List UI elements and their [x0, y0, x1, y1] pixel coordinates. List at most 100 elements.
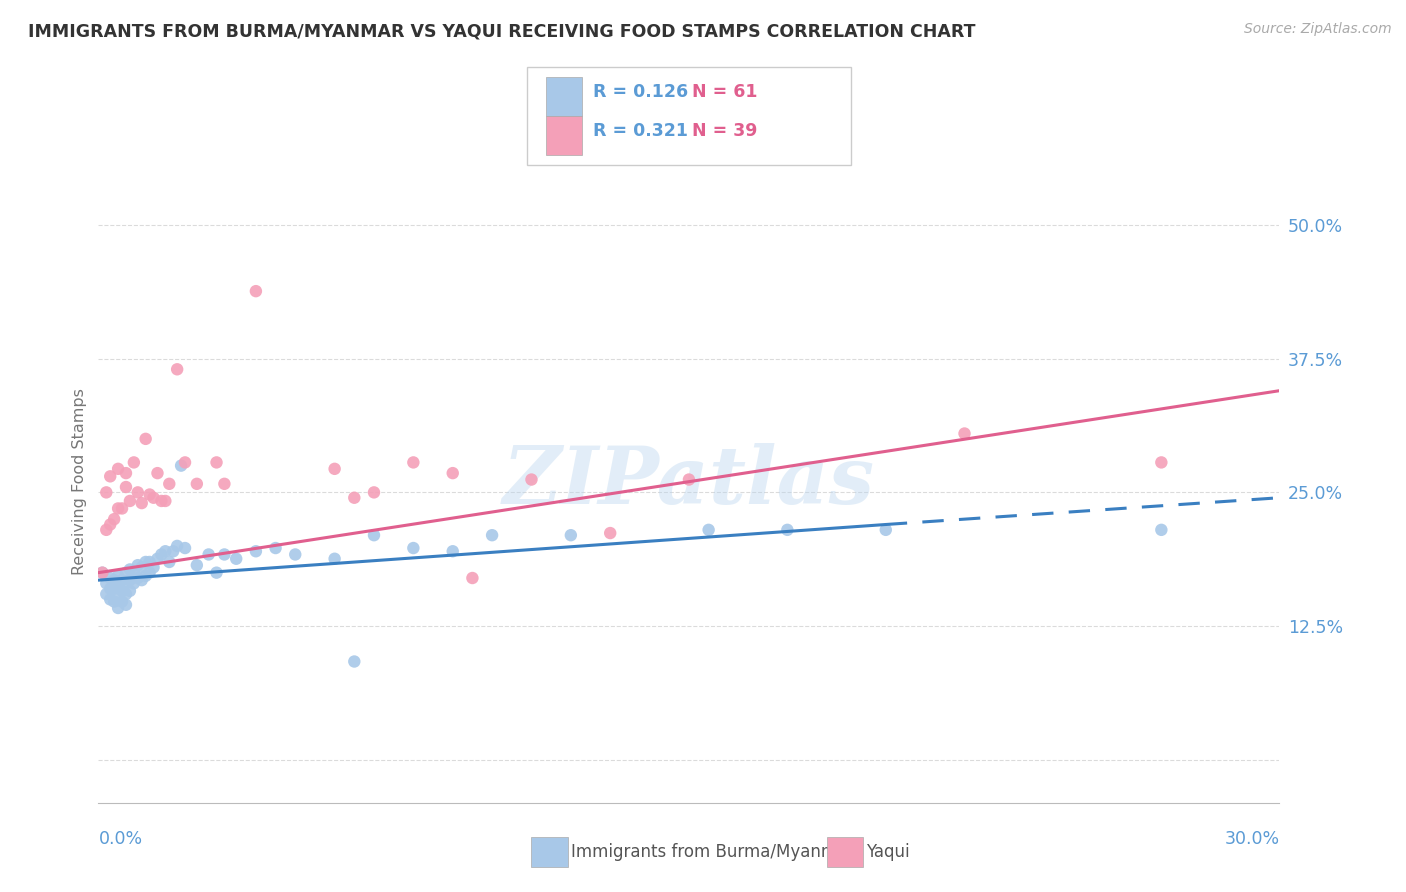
Point	[284, 548, 307, 562]
Point	[560, 528, 582, 542]
Point	[264, 541, 287, 555]
Point	[142, 491, 165, 505]
Point	[245, 544, 267, 558]
Point	[363, 528, 385, 542]
Point	[875, 523, 897, 537]
Point	[343, 655, 366, 669]
Point	[166, 539, 188, 553]
Point	[697, 523, 720, 537]
Point	[138, 566, 160, 580]
Point	[170, 458, 193, 473]
Point	[138, 555, 160, 569]
Text: N = 61: N = 61	[692, 83, 758, 101]
Point	[122, 455, 145, 469]
Point	[323, 551, 346, 566]
Point	[98, 582, 121, 596]
Point	[1150, 455, 1173, 469]
Point	[186, 476, 208, 491]
Point	[441, 544, 464, 558]
Point	[520, 473, 543, 487]
Point	[115, 466, 138, 480]
Point	[107, 591, 129, 605]
Point	[146, 466, 169, 480]
Point	[135, 569, 157, 583]
Point	[127, 571, 149, 585]
Point	[197, 548, 219, 562]
Point	[343, 491, 366, 505]
Text: R = 0.126: R = 0.126	[593, 83, 689, 101]
Point	[138, 487, 160, 501]
Point	[103, 594, 125, 608]
Point	[107, 580, 129, 594]
Point	[111, 583, 134, 598]
Point	[174, 541, 197, 555]
Text: 30.0%: 30.0%	[1225, 830, 1279, 847]
Point	[103, 573, 125, 587]
Point	[107, 501, 129, 516]
Point	[96, 576, 118, 591]
Point	[107, 462, 129, 476]
Point	[91, 566, 114, 580]
Point	[146, 551, 169, 566]
Point	[402, 455, 425, 469]
Point	[103, 512, 125, 526]
Point	[142, 560, 165, 574]
Point	[166, 362, 188, 376]
Point	[98, 517, 121, 532]
Point	[155, 494, 177, 508]
Point	[107, 569, 129, 583]
Text: Source: ZipAtlas.com: Source: ZipAtlas.com	[1244, 22, 1392, 37]
Point	[115, 576, 138, 591]
Point	[98, 571, 121, 585]
Point	[174, 455, 197, 469]
Point	[122, 576, 145, 591]
Point	[98, 592, 121, 607]
Point	[115, 566, 138, 580]
Y-axis label: Receiving Food Stamps: Receiving Food Stamps	[72, 388, 87, 575]
Point	[1150, 523, 1173, 537]
Point	[103, 582, 125, 596]
Text: 0.0%: 0.0%	[98, 830, 142, 847]
Point	[363, 485, 385, 500]
Point	[776, 523, 799, 537]
Text: IMMIGRANTS FROM BURMA/MYANMAR VS YAQUI RECEIVING FOOD STAMPS CORRELATION CHART: IMMIGRANTS FROM BURMA/MYANMAR VS YAQUI R…	[28, 22, 976, 40]
Point	[162, 544, 184, 558]
Point	[214, 476, 236, 491]
Point	[127, 485, 149, 500]
Point	[111, 573, 134, 587]
Text: R = 0.321: R = 0.321	[593, 122, 689, 140]
Point	[127, 558, 149, 573]
Point	[98, 469, 121, 483]
Point	[118, 573, 141, 587]
Point	[96, 485, 118, 500]
Point	[678, 473, 700, 487]
Text: ZIPatlas: ZIPatlas	[503, 443, 875, 520]
Point	[135, 555, 157, 569]
Point	[157, 555, 180, 569]
Point	[155, 544, 177, 558]
Point	[115, 480, 138, 494]
Point	[461, 571, 484, 585]
Point	[118, 562, 141, 576]
Point	[214, 548, 236, 562]
Point	[131, 573, 153, 587]
Point	[323, 462, 346, 476]
Point	[150, 548, 173, 562]
Point	[150, 494, 173, 508]
Point	[111, 501, 134, 516]
Point	[157, 476, 180, 491]
Point	[91, 566, 114, 580]
Point	[953, 426, 976, 441]
Point	[205, 566, 228, 580]
Point	[107, 601, 129, 615]
Point	[96, 587, 118, 601]
Point	[115, 598, 138, 612]
Point	[131, 560, 153, 574]
Point	[111, 594, 134, 608]
Text: Yaqui: Yaqui	[866, 843, 910, 861]
Point	[205, 455, 228, 469]
Point	[118, 583, 141, 598]
Point	[599, 526, 621, 541]
Point	[96, 523, 118, 537]
Point	[131, 496, 153, 510]
